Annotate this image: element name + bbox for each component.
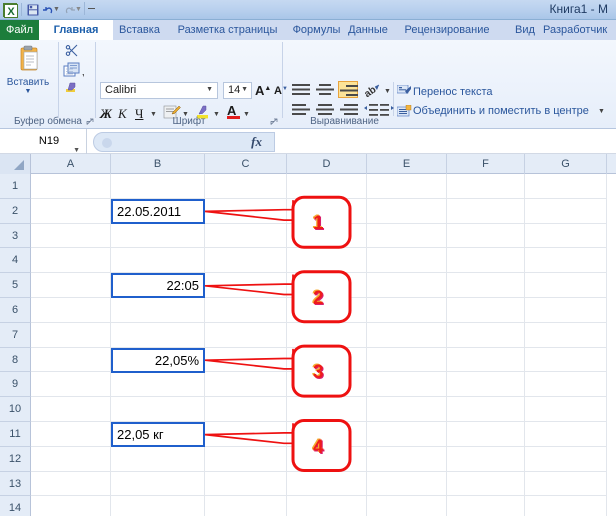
svg-text:▼: ▼ <box>81 73 84 80</box>
svg-text:X: X <box>7 6 15 18</box>
